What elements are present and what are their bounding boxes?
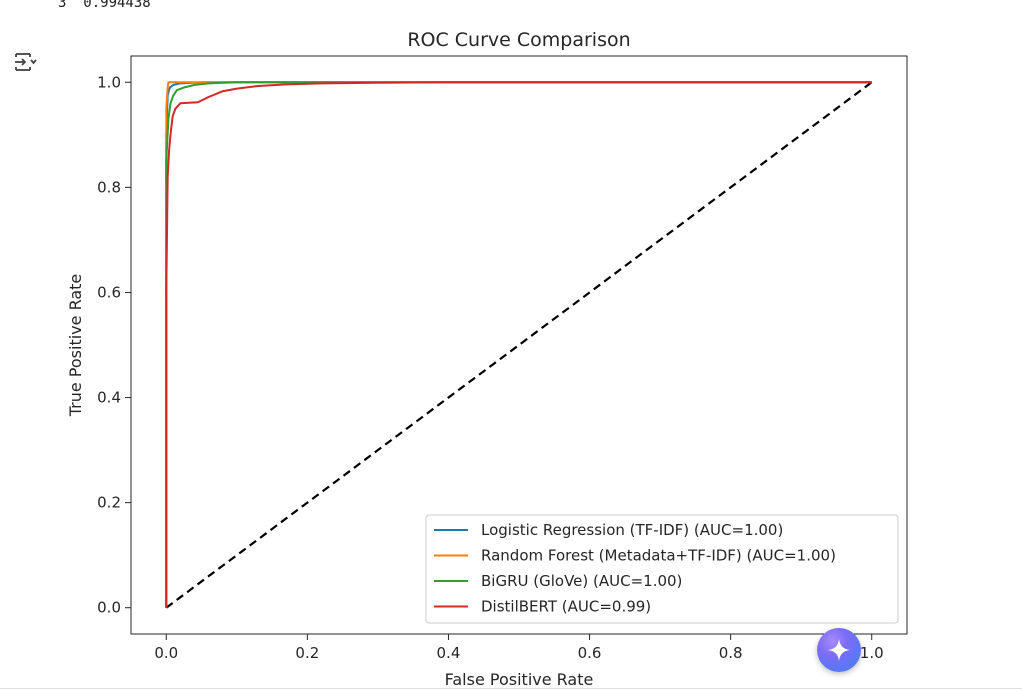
legend-label-0: Logistic Regression (TF-IDF) (AUC=1.00)	[481, 521, 783, 539]
legend-label-3: DistilBERT (AUC=0.99)	[481, 598, 651, 616]
legend-box	[425, 514, 899, 624]
previous-output-text: 3 0.994438	[58, 0, 151, 11]
y-tick-label: 0.8	[97, 178, 121, 196]
y-tick-label: 0.6	[97, 283, 121, 301]
legend-label-1: Random Forest (Metadata+TF-IDF) (AUC=1.0…	[481, 547, 836, 565]
output-toggle-button[interactable]	[8, 48, 42, 76]
x-tick-label: 0.2	[295, 644, 319, 662]
output-toggle-icon	[15, 53, 37, 71]
gemini-sparkle-icon	[828, 639, 850, 661]
x-axis-label: False Positive Rate	[445, 670, 594, 689]
x-tick-label: 1.0	[860, 644, 884, 662]
x-tick-label: 0.0	[154, 644, 178, 662]
y-tick-label: 0.0	[97, 599, 121, 617]
chart-title: ROC Curve Comparison	[407, 29, 630, 51]
x-tick-label: 0.4	[437, 644, 461, 662]
y-tick-label: 0.2	[97, 494, 121, 512]
y-tick-label: 0.4	[97, 389, 121, 407]
series-line-2	[165, 81, 872, 608]
bottom-divider	[0, 688, 1022, 689]
y-tick-label: 1.0	[97, 73, 121, 91]
x-tick-label: 0.6	[578, 644, 602, 662]
x-tick-label: 0.8	[719, 644, 743, 662]
legend-label-2: BiGRU (GloVe) (AUC=1.00)	[481, 572, 682, 590]
series-line-3	[165, 81, 872, 608]
random-classifier-line	[165, 81, 873, 609]
plot-frame	[130, 55, 908, 635]
y-axis-label: True Positive Rate	[66, 274, 85, 418]
gemini-assistant-button[interactable]	[817, 628, 861, 672]
